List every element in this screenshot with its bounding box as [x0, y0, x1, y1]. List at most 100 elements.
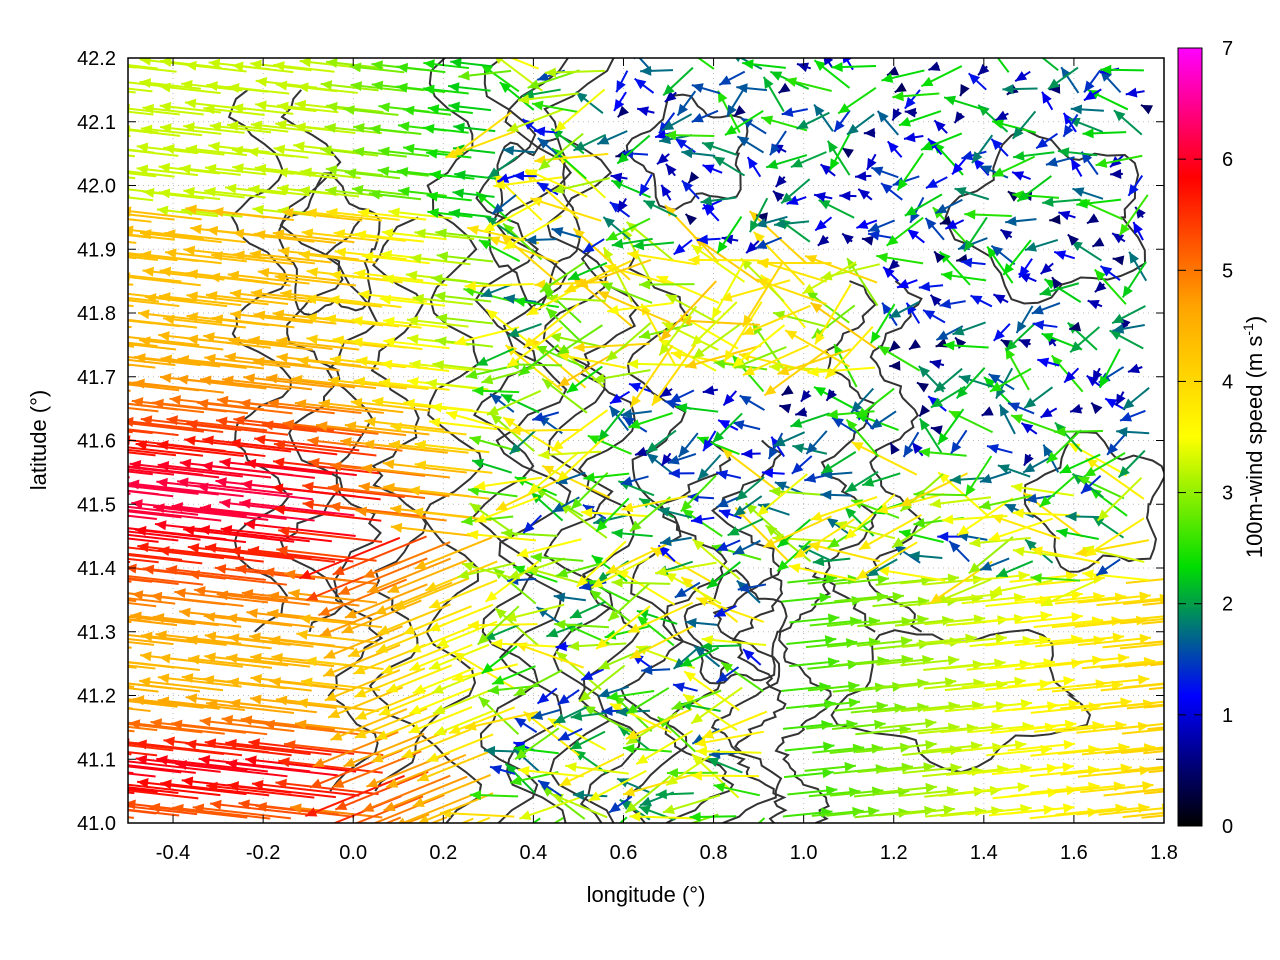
- wind-vector-head: [111, 779, 122, 789]
- wind-vector-head: [1105, 398, 1118, 409]
- wind-vector-head: [474, 480, 486, 491]
- wind-vector-shaft: [576, 258, 652, 288]
- wind-vector-head: [551, 440, 564, 451]
- wind-vector-shaft: [326, 210, 400, 221]
- wind-vector-head: [912, 442, 923, 455]
- wind-vector-head: [306, 591, 319, 601]
- wind-vector: [1022, 455, 1053, 474]
- wind-vector-shaft: [341, 599, 422, 634]
- wind-vector-shaft: [357, 210, 427, 221]
- wind-vector-shaft: [1146, 704, 1164, 709]
- wind-vector-head: [757, 504, 769, 516]
- wind-vector-shaft: [344, 424, 430, 436]
- wind-vector: [328, 295, 402, 309]
- wind-vector-shaft: [128, 707, 151, 713]
- wind-vector: [214, 563, 316, 580]
- contour-line: [577, 248, 641, 823]
- wind-vector-head: [426, 191, 439, 202]
- wind-vector: [448, 208, 492, 219]
- wind-vector: [607, 582, 651, 622]
- wind-vector-head: [341, 624, 354, 634]
- wind-vector-head: [626, 703, 639, 714]
- wind-vector-head: [943, 340, 955, 351]
- wind-vector-head: [386, 683, 399, 693]
- wind-vector-shaft: [263, 722, 359, 736]
- wind-vector-shaft: [128, 783, 221, 797]
- wind-vector: [1085, 457, 1145, 500]
- wind-vector-shaft: [408, 643, 473, 672]
- wind-vector-head: [434, 726, 447, 736]
- wind-vector-head: [305, 807, 318, 817]
- wind-vector-head: [635, 446, 648, 457]
- wind-vector: [398, 186, 447, 197]
- wind-vector: [128, 172, 157, 178]
- wind-vector: [128, 363, 131, 367]
- wind-vector-head: [737, 582, 750, 593]
- wind-vector: [128, 665, 137, 669]
- wind-vector-head: [664, 572, 677, 583]
- wind-vector: [538, 449, 602, 460]
- wind-vector: [385, 664, 453, 693]
- wind-vector-head: [354, 268, 366, 279]
- wind-vector: [1006, 762, 1075, 774]
- wind-vector: [269, 635, 355, 650]
- wind-vector-head: [306, 267, 319, 278]
- wind-vector: [329, 354, 407, 369]
- wind-vector-head: [490, 764, 503, 775]
- wind-vector-head: [943, 805, 955, 815]
- wind-vector: [988, 373, 1015, 391]
- wind-vector-head: [949, 474, 962, 485]
- wind-vector: [618, 816, 628, 823]
- wind-vector-head: [163, 314, 175, 325]
- wind-vector-head: [509, 425, 521, 436]
- wind-vector: [225, 738, 332, 756]
- wind-vector-head: [211, 314, 224, 325]
- wind-vector: [1042, 196, 1081, 207]
- wind-vector-head: [464, 281, 476, 292]
- wind-vector-head: [160, 354, 173, 365]
- wind-vector-head: [333, 228, 346, 239]
- wind-vector-shaft: [627, 252, 698, 266]
- wind-vector-shaft: [851, 441, 918, 476]
- wind-vector-head: [63, 592, 74, 602]
- wind-vector: [1060, 763, 1133, 776]
- wind-vector: [662, 794, 721, 815]
- wind-vector-head: [1039, 286, 1052, 297]
- wind-vector-shaft: [756, 259, 827, 283]
- wind-vector-head: [567, 270, 581, 280]
- wind-vector-head: [69, 777, 80, 787]
- wind-vector: [187, 543, 295, 560]
- wind-vector-head: [981, 406, 994, 416]
- wind-vector-head: [271, 652, 283, 663]
- wind-vector: [918, 447, 967, 458]
- wind-vector-head: [208, 272, 221, 283]
- wind-vector-head: [1084, 466, 1097, 477]
- wind-vector-head: [502, 834, 514, 844]
- wind-vector-head: [198, 755, 211, 765]
- wind-vector-shaft: [128, 602, 157, 608]
- wind-vector-head: [956, 386, 968, 399]
- wind-vector-head: [383, 316, 395, 327]
- wind-vector-shaft: [595, 605, 651, 650]
- wind-vector: [253, 310, 337, 325]
- wind-vector-head: [1005, 347, 1016, 360]
- wind-vector-head: [1133, 221, 1143, 235]
- wind-vector-shaft: [526, 281, 588, 317]
- wind-vector-head: [181, 673, 194, 684]
- wind-vector: [354, 795, 424, 823]
- wind-vector-head: [407, 334, 419, 345]
- wind-vector: [155, 630, 242, 645]
- wind-vector: [657, 506, 693, 519]
- wind-vector-head: [69, 735, 80, 745]
- wind-vector-head: [227, 781, 240, 792]
- wind-vector-shaft: [186, 637, 272, 650]
- wind-vector-head: [296, 629, 308, 640]
- wind-vector-shaft: [128, 255, 158, 261]
- wind-vector: [248, 738, 355, 755]
- wind-vector-head: [1210, 632, 1221, 642]
- wind-vector-head: [513, 296, 526, 307]
- wind-vector-head: [172, 803, 184, 814]
- wind-vector-head: [1166, 636, 1177, 646]
- wind-vector-head: [1077, 476, 1090, 487]
- wind-vector-shaft: [354, 667, 426, 698]
